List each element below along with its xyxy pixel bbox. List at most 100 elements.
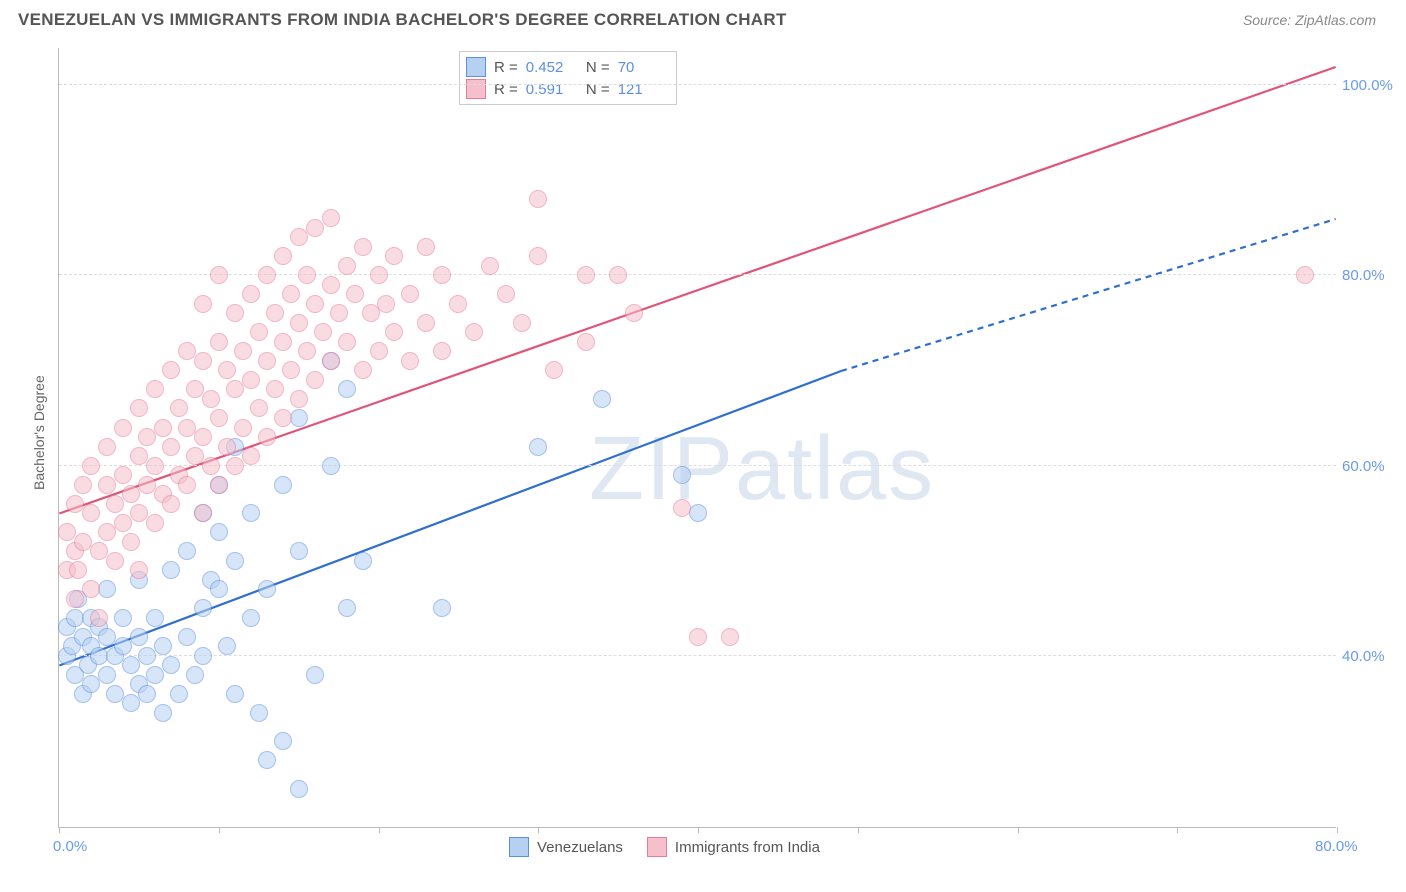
x-tick — [538, 827, 539, 833]
data-point — [122, 694, 140, 712]
data-point — [465, 323, 483, 341]
data-point — [529, 190, 547, 208]
x-tick — [1337, 827, 1338, 833]
data-point — [370, 342, 388, 360]
data-point — [609, 266, 627, 284]
data-point — [625, 304, 643, 322]
data-point — [481, 257, 499, 275]
data-point — [721, 628, 739, 646]
data-point — [433, 266, 451, 284]
data-point — [322, 352, 340, 370]
legend-label: Venezuelans — [537, 839, 623, 856]
data-point — [194, 295, 212, 313]
data-point — [242, 285, 260, 303]
data-point — [114, 466, 132, 484]
data-point — [322, 209, 340, 227]
data-point — [274, 247, 292, 265]
data-point — [362, 304, 380, 322]
data-point — [194, 352, 212, 370]
data-point — [306, 219, 324, 237]
data-point — [226, 304, 244, 322]
stat-n-label: N = — [582, 59, 610, 76]
x-tick — [379, 827, 380, 833]
data-point — [82, 675, 100, 693]
stat-n-value: 70 — [618, 59, 666, 76]
legend-item-venezuelans: Venezuelans — [509, 837, 623, 857]
data-point — [290, 390, 308, 408]
data-point — [234, 419, 252, 437]
data-point — [178, 628, 196, 646]
data-point — [577, 266, 595, 284]
data-point — [290, 409, 308, 427]
data-point — [338, 333, 356, 351]
stat-r-value: 0.452 — [526, 59, 574, 76]
data-point — [258, 580, 276, 598]
stats-row-venezuelans: R = 0.452 N = 70 — [466, 56, 666, 78]
data-point — [162, 438, 180, 456]
watermark: ZIPatlas — [589, 418, 935, 521]
data-point — [314, 323, 332, 341]
swatch-india — [466, 79, 486, 99]
data-point — [98, 580, 116, 598]
data-point — [593, 390, 611, 408]
x-tick-label: 80.0% — [1315, 838, 1358, 855]
stat-n-label: N = — [582, 81, 610, 98]
data-point — [433, 342, 451, 360]
data-point — [218, 438, 236, 456]
data-point — [162, 495, 180, 513]
data-point — [106, 495, 124, 513]
data-point — [170, 685, 188, 703]
data-point — [210, 266, 228, 284]
data-point — [122, 533, 140, 551]
data-point — [449, 295, 467, 313]
stat-n-value: 121 — [618, 81, 666, 98]
data-point — [306, 371, 324, 389]
data-point — [202, 390, 220, 408]
data-point — [242, 609, 260, 627]
data-point — [266, 380, 284, 398]
data-point — [122, 485, 140, 503]
data-point — [274, 732, 292, 750]
data-point — [210, 580, 228, 598]
data-point — [114, 419, 132, 437]
x-tick — [698, 827, 699, 833]
data-point — [385, 323, 403, 341]
data-point — [154, 704, 172, 722]
data-point — [354, 361, 372, 379]
data-point — [401, 285, 419, 303]
data-point — [146, 514, 164, 532]
data-point — [138, 647, 156, 665]
data-point — [250, 323, 268, 341]
data-point — [114, 637, 132, 655]
data-point — [178, 542, 196, 560]
data-point — [242, 371, 260, 389]
data-point — [138, 428, 156, 446]
data-point — [673, 499, 691, 517]
data-point — [322, 276, 340, 294]
data-point — [298, 342, 316, 360]
y-axis-label: Bachelor's Degree — [31, 375, 47, 490]
data-point — [290, 542, 308, 560]
data-point — [234, 342, 252, 360]
data-point — [210, 476, 228, 494]
legend-label: Immigrants from India — [675, 839, 820, 856]
data-point — [98, 523, 116, 541]
data-point — [330, 304, 348, 322]
x-tick — [1018, 827, 1019, 833]
data-point — [274, 333, 292, 351]
stats-row-india: R = 0.591 N = 121 — [466, 78, 666, 100]
y-tick-label: 40.0% — [1342, 648, 1398, 665]
data-point — [69, 561, 87, 579]
gridline — [59, 84, 1336, 85]
data-point — [98, 666, 116, 684]
data-point — [242, 447, 260, 465]
y-tick-label: 80.0% — [1342, 267, 1398, 284]
data-point — [290, 780, 308, 798]
data-point — [162, 561, 180, 579]
data-point — [210, 333, 228, 351]
data-point — [290, 228, 308, 246]
data-point — [306, 295, 324, 313]
data-point — [210, 523, 228, 541]
data-point — [194, 504, 212, 522]
data-point — [162, 656, 180, 674]
